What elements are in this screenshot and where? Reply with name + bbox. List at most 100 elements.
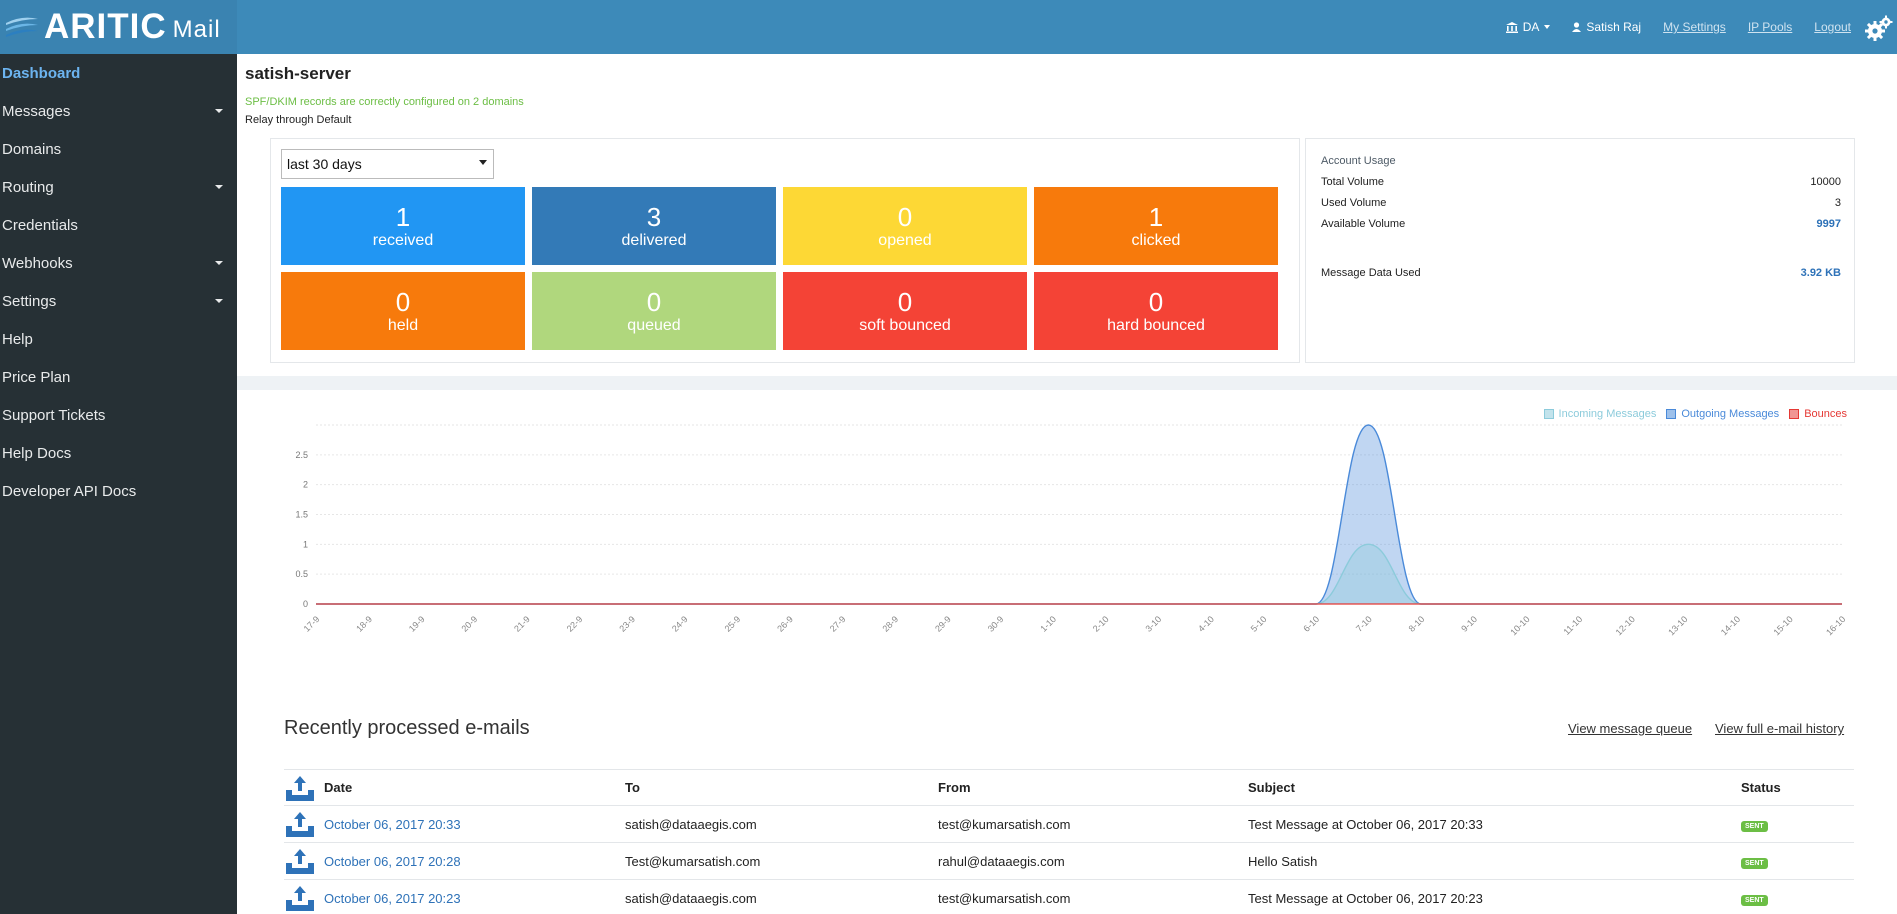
usage-label: Total Volume xyxy=(1321,176,1384,188)
usage-row: Used Volume 3 xyxy=(1321,197,1841,209)
sidebar-item-label: Messages xyxy=(2,102,71,120)
x-tick-label: 30-9 xyxy=(986,614,1006,634)
user-menu[interactable]: Satish Raj xyxy=(1572,20,1641,34)
header-icon-cell xyxy=(284,769,324,806)
sidebar-item-developer-api-docs[interactable]: Developer API Docs xyxy=(0,472,237,510)
legend-label: Incoming Messages xyxy=(1558,408,1657,420)
section-divider xyxy=(237,376,1897,390)
stat-count: 0 xyxy=(897,202,913,232)
header-from[interactable]: From xyxy=(938,769,1248,806)
x-tick-label: 20-9 xyxy=(459,614,479,634)
legend-label: Outgoing Messages xyxy=(1681,408,1780,420)
x-tick-label: 29-9 xyxy=(933,614,953,634)
stat-tile-queued[interactable]: 0 queued xyxy=(532,272,776,350)
stat-tile-hard-bounced[interactable]: 0 hard bounced xyxy=(1034,272,1278,350)
sidebar-item-messages[interactable]: Messages xyxy=(0,92,237,130)
stat-tile-opened[interactable]: 0 opened xyxy=(783,187,1027,265)
legend-swatch xyxy=(1789,409,1800,419)
date-link[interactable]: October 06, 2017 20:28 xyxy=(324,853,461,869)
sidebar-item-label: Domains xyxy=(2,140,62,158)
page-title: satish-server xyxy=(245,64,351,83)
date-range-select[interactable]: last 30 days xyxy=(281,149,494,179)
status-badge-cell: SENT xyxy=(1741,805,1854,843)
account-dropdown[interactable]: DA xyxy=(1505,20,1551,34)
usage-value: 3 xyxy=(1834,197,1841,209)
table-row[interactable]: October 06, 2017 20:33 satish@dataaegis.c… xyxy=(284,805,1854,843)
x-tick-label: 24-9 xyxy=(670,614,690,634)
y-tick-label: 0 xyxy=(303,599,308,609)
relay-note: Relay through Default xyxy=(245,114,352,126)
logout-link[interactable]: Logout xyxy=(1814,20,1851,34)
sidebar-item-help[interactable]: Help xyxy=(0,320,237,358)
table-header-row: Date To From Subject Status xyxy=(284,769,1854,806)
account-usage-panel: Account Usage Total Volume 10000 Used Volu… xyxy=(1305,138,1855,363)
header-to[interactable]: To xyxy=(625,769,938,806)
date-link-cell: October 06, 2017 20:23 xyxy=(324,879,625,914)
sidebar-item-support-tickets[interactable]: Support Tickets xyxy=(0,396,237,434)
table-row[interactable]: October 06, 2017 20:23 satish@dataaegis.c… xyxy=(284,879,1854,914)
top-nav: DA Satish Raj My Settings IP Pools Logou… xyxy=(1505,0,1851,54)
to-address-cell: satish@dataaegis.com xyxy=(625,879,938,914)
recent-emails-body: October 06, 2017 20:33 satish@dataaegis.c… xyxy=(284,805,1854,914)
stat-tile-received[interactable]: 1 received xyxy=(281,187,525,265)
to-address: satish@dataaegis.com xyxy=(625,816,757,832)
stat-count: 3 xyxy=(646,202,662,232)
legend-label: Bounces xyxy=(1804,408,1847,420)
spf-dkim-status: SPF/DKIM records are correctly configure… xyxy=(245,96,524,108)
date-link[interactable]: October 06, 2017 20:33 xyxy=(324,816,461,832)
sidebar-item-label: Help xyxy=(2,330,33,348)
from-address: test@kumarsatish.com xyxy=(938,890,1071,906)
usage-row: Available Volume 9997 xyxy=(1321,218,1841,230)
logo-swoosh-icon xyxy=(6,17,38,37)
from-address-cell: test@kumarsatish.com xyxy=(938,805,1248,843)
header-date[interactable]: Date xyxy=(324,769,625,806)
date-link[interactable]: October 06, 2017 20:23 xyxy=(324,890,461,906)
stat-tile-clicked[interactable]: 1 clicked xyxy=(1034,187,1278,265)
view-message-queue-link[interactable]: View message queue xyxy=(1568,721,1693,736)
header-subject[interactable]: Subject xyxy=(1248,769,1741,806)
header-status[interactable]: Status xyxy=(1741,769,1854,806)
x-tick-label: 28-9 xyxy=(880,614,900,634)
sidebar-item-label: Webhooks xyxy=(2,254,73,272)
sidebar-item-label: Price Plan xyxy=(2,368,71,386)
table-row[interactable]: October 06, 2017 20:28 Test@kumarsatish.c… xyxy=(284,842,1854,880)
sidebar-item-settings[interactable]: Settings xyxy=(0,282,237,320)
view-email-history-link[interactable]: View full e-mail history xyxy=(1715,721,1845,736)
legend-item[interactable]: Incoming Messages xyxy=(1543,408,1657,420)
sidebar-item-webhooks[interactable]: Webhooks xyxy=(0,244,237,282)
chevron-down-icon xyxy=(215,261,223,265)
sidebar-item-label: Settings xyxy=(2,292,57,310)
x-tick-label: 16-10 xyxy=(1824,614,1847,637)
usage-value: 9997 xyxy=(1816,218,1841,230)
stat-count: 0 xyxy=(646,287,662,317)
to-address-cell: Test@kumarsatish.com xyxy=(625,842,938,880)
sidebar-item-dashboard[interactable]: Dashboard xyxy=(0,54,237,92)
my-settings-link[interactable]: My Settings xyxy=(1663,20,1726,34)
to-address-cell: satish@dataaegis.com xyxy=(625,805,938,843)
gear-icon[interactable] xyxy=(1863,14,1893,44)
usage-value: 3.92 KB xyxy=(1800,267,1841,279)
legend-item[interactable]: Outgoing Messages xyxy=(1666,408,1779,420)
legend-item[interactable]: Bounces xyxy=(1789,408,1847,420)
x-tick-label: 4-10 xyxy=(1196,614,1216,634)
ip-pools-link[interactable]: IP Pools xyxy=(1747,20,1793,34)
chevron-down-icon xyxy=(1544,25,1551,29)
logo[interactable]: ARITIC Mail xyxy=(0,0,237,54)
top-bar: ARITIC Mail DA Satish Raj My Settings IP… xyxy=(0,0,1897,54)
stat-tile-soft-bounced[interactable]: 0 soft bounced xyxy=(783,272,1027,350)
x-tick-label: 23-9 xyxy=(617,614,637,634)
legend-swatch xyxy=(1666,409,1677,419)
sidebar-item-credentials[interactable]: Credentials xyxy=(0,206,237,244)
chevron-down-icon xyxy=(215,185,223,189)
recent-emails-title: Recently processed e-mails xyxy=(284,717,530,739)
stat-tile-held[interactable]: 0 held xyxy=(281,272,525,350)
row-icon-cell xyxy=(284,805,324,843)
usage-label: Available Volume xyxy=(1321,218,1406,230)
sidebar-item-help-docs[interactable]: Help Docs xyxy=(0,434,237,472)
stat-tile-delivered[interactable]: 3 delivered xyxy=(532,187,776,265)
main-content: satish-server SPF/DKIM records are corre… xyxy=(237,54,1897,914)
chevron-down-icon xyxy=(479,160,487,165)
sidebar-item-price-plan[interactable]: Price Plan xyxy=(0,358,237,396)
sidebar-item-domains[interactable]: Domains xyxy=(0,130,237,168)
sidebar-item-routing[interactable]: Routing xyxy=(0,168,237,206)
